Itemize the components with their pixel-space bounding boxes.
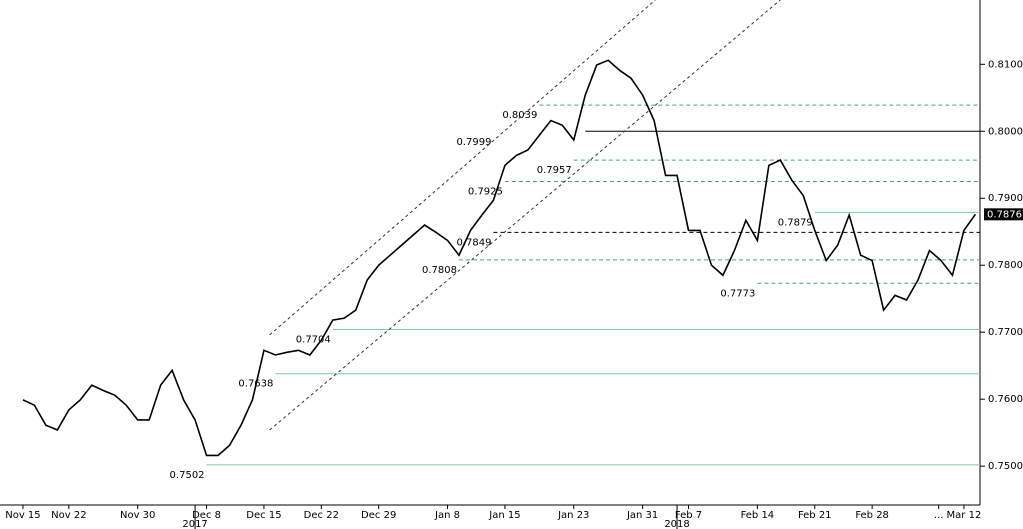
y-tick-label: 0.8000 <box>988 126 1023 137</box>
last-value-label: 0.7876 <box>987 209 1022 220</box>
y-tick-label: 0.7900 <box>988 193 1023 204</box>
x-tick-label: Feb 28 <box>855 510 889 521</box>
y-tick-label: 0.7600 <box>988 394 1023 405</box>
level-label-bg <box>233 376 276 389</box>
level-label: 0.7879 <box>778 217 813 228</box>
level-label-bg <box>715 286 758 299</box>
x-tick-label: Feb 14 <box>741 510 775 521</box>
x-tick-label: Feb 7 <box>675 510 702 521</box>
last-value-box <box>984 208 1023 221</box>
x-tick-label: Jan 15 <box>488 510 520 521</box>
x-tick-label: Dec 29 <box>361 510 396 521</box>
level-label-bg <box>451 235 494 248</box>
level-label-bg <box>772 215 815 228</box>
x-tick-label: Jan 23 <box>557 510 589 521</box>
level-label-bg <box>164 467 207 480</box>
level-label-bg <box>462 184 505 197</box>
x-tick-label: Jan 8 <box>434 510 460 521</box>
level-label: 0.7957 <box>537 165 572 176</box>
level-label-bg <box>290 332 333 345</box>
x-tick-label: Dec 15 <box>246 510 281 521</box>
x-tick-label: ... <box>934 510 944 521</box>
price-line <box>22 59 977 457</box>
level-label: 0.7773 <box>720 288 755 299</box>
level-label-bg <box>497 108 540 121</box>
level-label: 0.7502 <box>170 470 205 481</box>
y-tick-label: 0.7700 <box>988 327 1023 338</box>
level-label: 0.7999 <box>456 137 491 148</box>
level-label-bg <box>451 134 494 147</box>
level-label: 0.7925 <box>468 187 503 198</box>
y-tick-label: 0.7500 <box>988 461 1023 472</box>
level-label: 0.8039 <box>502 110 537 121</box>
level-label: 0.7808 <box>422 265 457 276</box>
y-tick-label: 0.8100 <box>988 59 1023 70</box>
level-label-bg <box>417 262 460 275</box>
trend-line <box>269 0 656 336</box>
trend-line <box>269 0 781 431</box>
x-tick-label: Jan 31 <box>626 510 658 521</box>
x-tick-label: Nov 30 <box>120 510 155 521</box>
x-tick-label: Mar 12 <box>947 510 982 521</box>
year-label: 2018 <box>664 519 689 529</box>
x-tick-label: Dec 22 <box>304 510 339 521</box>
x-tick-label: Nov 22 <box>51 510 86 521</box>
y-tick-label: 0.7800 <box>988 260 1023 271</box>
x-tick-label: Dec 8 <box>192 510 221 521</box>
level-label-bg <box>531 163 574 176</box>
year-label: 2017 <box>182 519 207 529</box>
x-tick-label: Nov 15 <box>5 510 40 521</box>
level-label: 0.7849 <box>456 237 491 248</box>
level-label: 0.7704 <box>296 335 331 346</box>
x-tick-label: Feb 21 <box>798 510 832 521</box>
